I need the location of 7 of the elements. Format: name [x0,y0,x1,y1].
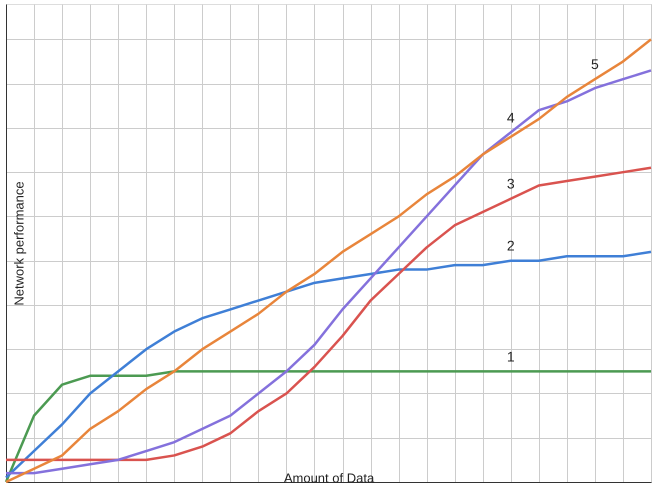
series-label: 4 [506,109,515,126]
y-axis-title: Network performance [12,181,26,306]
series-label: 1 [506,348,515,364]
series-label: 2 [506,238,515,254]
series-label: 3 [506,176,515,192]
x-axis-title: Amount of Data [284,470,375,486]
series-label: 5 [591,56,600,72]
